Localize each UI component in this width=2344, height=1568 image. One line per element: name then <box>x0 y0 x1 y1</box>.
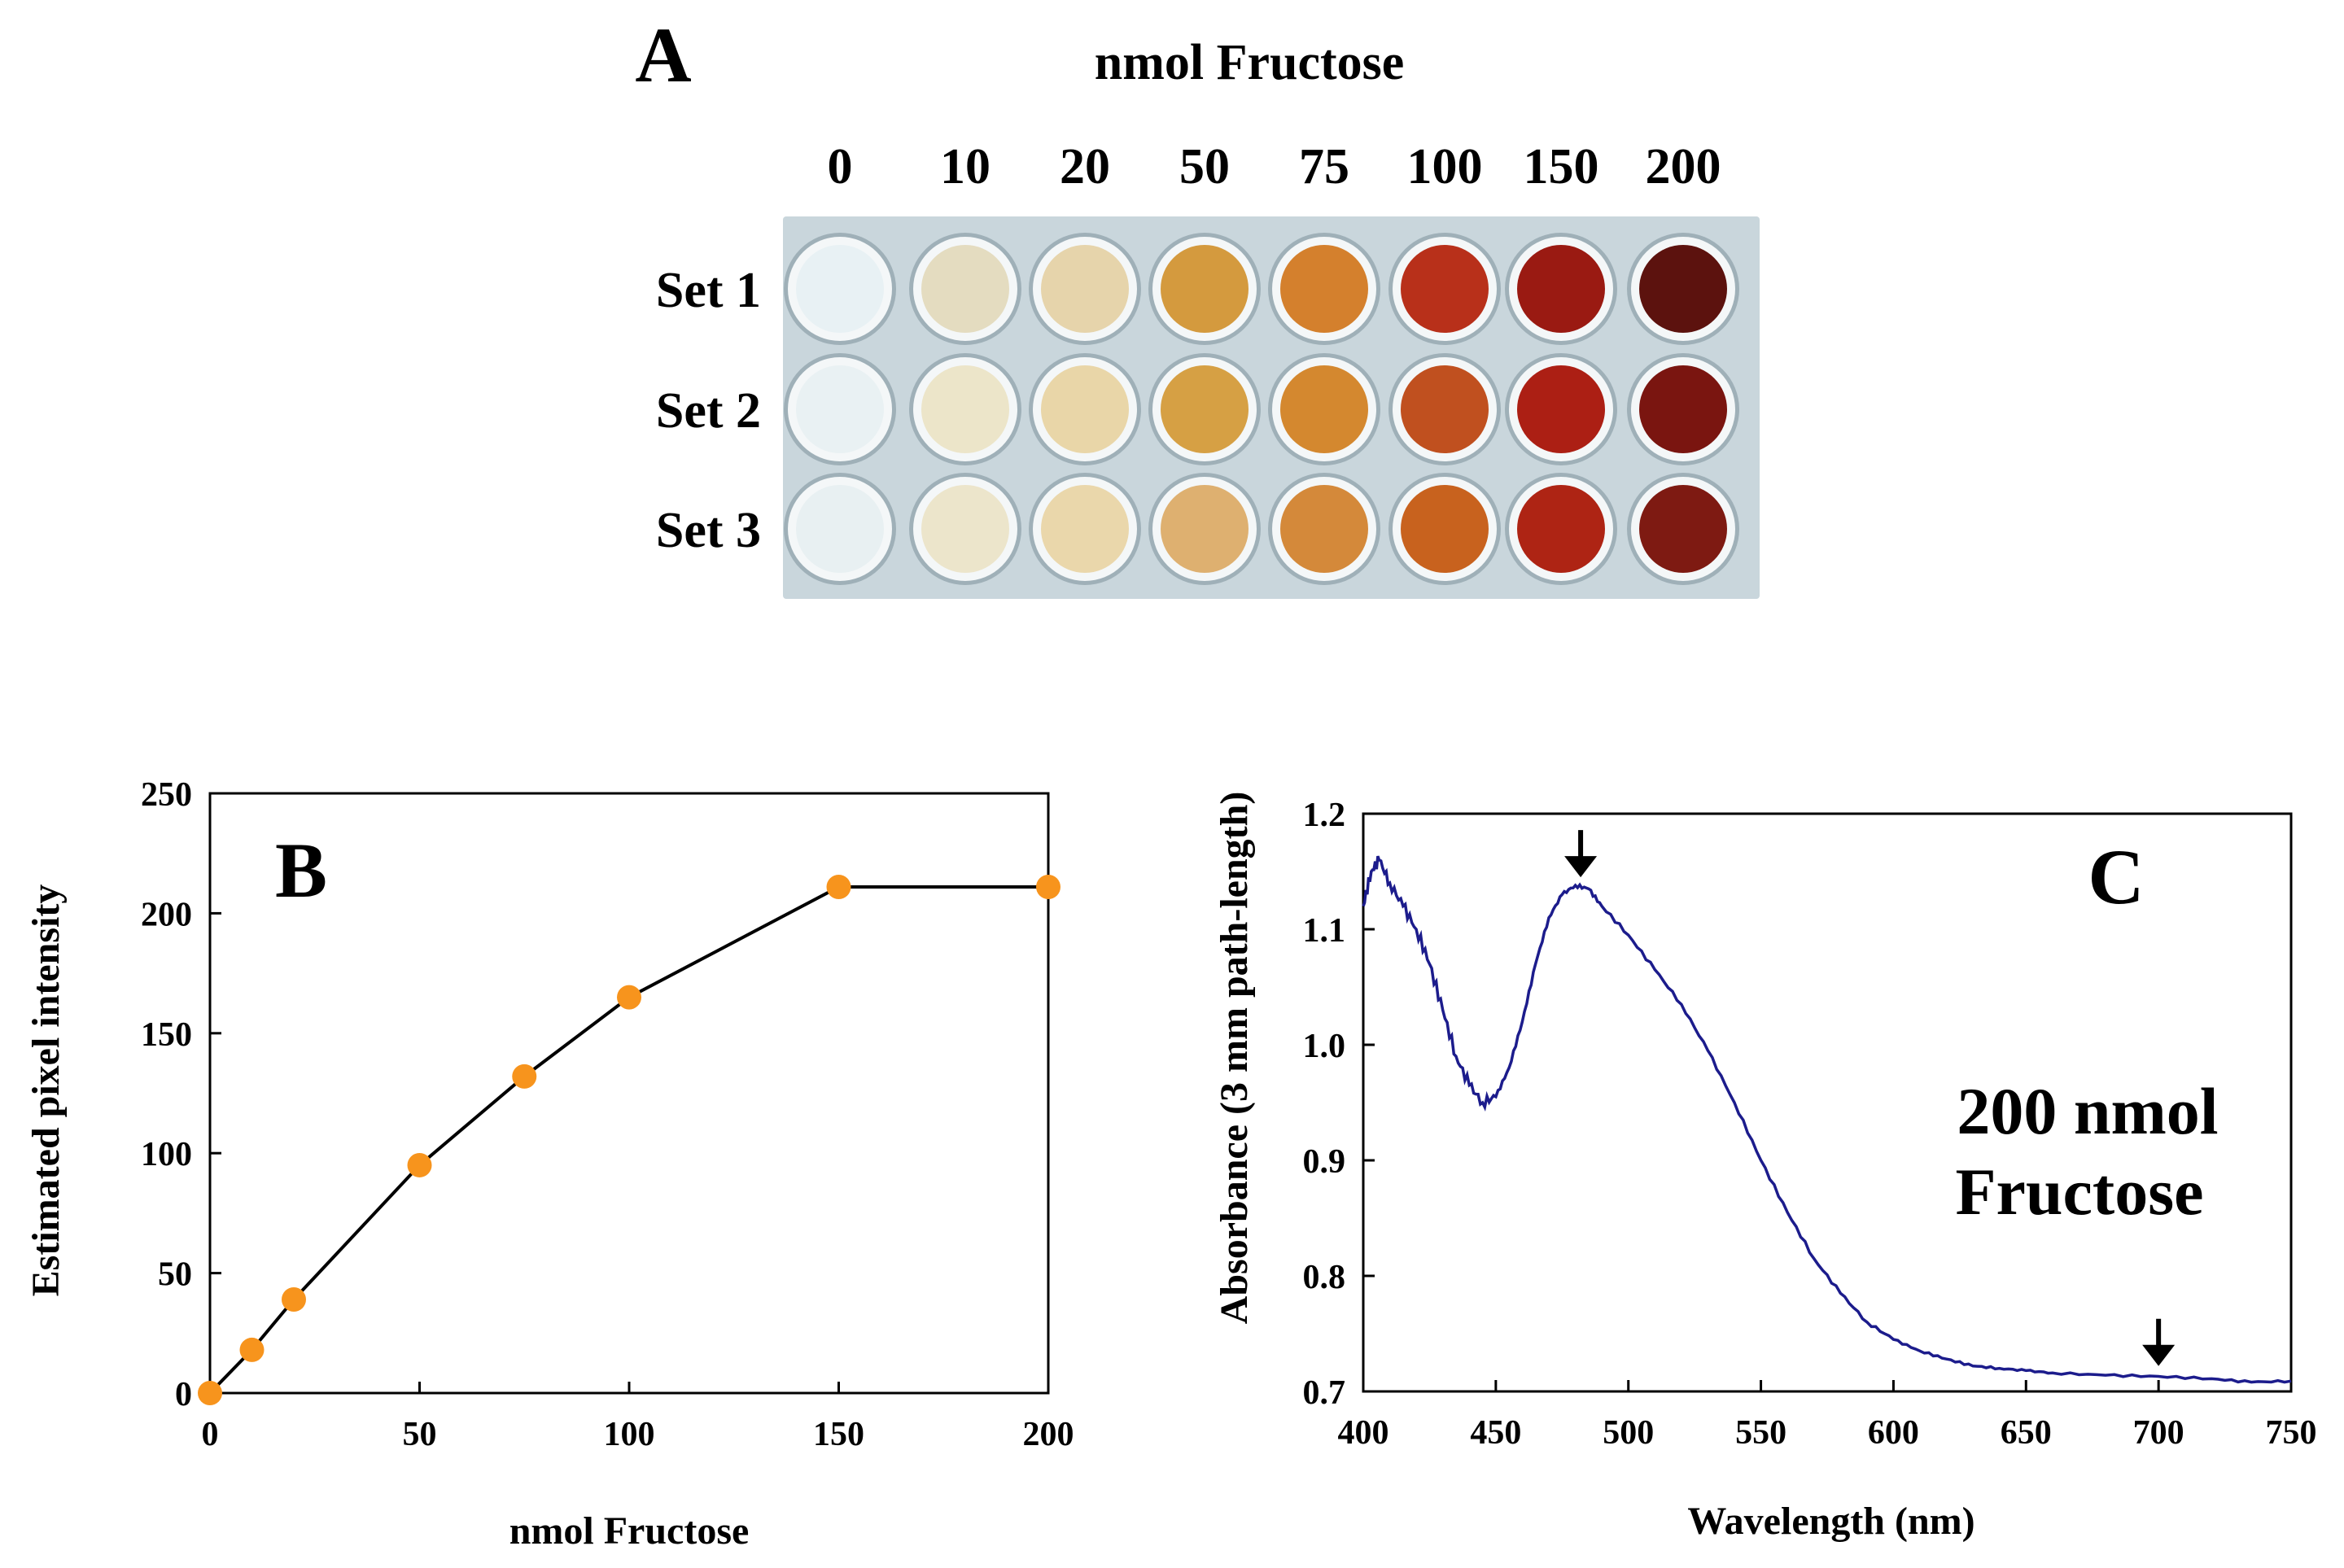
panel-b-points <box>198 874 1060 1405</box>
panel-c-plot-area <box>1362 812 2293 1393</box>
panel-b-ytick-label: 200 <box>141 896 192 933</box>
panel-a-title: nmol Fructose <box>1095 35 1405 90</box>
well <box>1041 365 1129 453</box>
plate-row-labels: Set 1 Set 2 Set 3 <box>656 263 761 558</box>
well <box>1280 365 1368 453</box>
panel-b-ytick-label: 100 <box>141 1136 192 1173</box>
panel-b-data-point <box>826 874 851 899</box>
panel-a: A nmol Fructose 0 10 20 50 75 100 150 200 Set 1… <box>635 11 1760 599</box>
panel-c-xtick-label: 650 <box>2001 1414 2052 1452</box>
panel-b-ylabel: Estimated pixel intensity <box>24 884 68 1297</box>
well <box>1280 245 1368 333</box>
well <box>1161 485 1249 573</box>
panel-c-xtick-label: 450 <box>1470 1414 1521 1452</box>
panel-c-ytick-label: 1.2 <box>1303 797 1346 834</box>
panel-b-data-point <box>617 985 641 1010</box>
well <box>921 365 1009 453</box>
panel-b-xtick-label: 50 <box>403 1416 437 1453</box>
panel-c-label-line1: 200 nmol <box>1957 1074 2218 1148</box>
plate-column-label: 75 <box>1299 139 1349 194</box>
panel-c-ytick-label: 1.1 <box>1303 912 1346 950</box>
plate-column-label: 150 <box>1524 139 1599 194</box>
panel-a-letter: A <box>635 11 691 98</box>
panel-c-letter: C <box>2088 833 2144 920</box>
panel-c-spectrum-line <box>1362 855 2292 1384</box>
panel-b-xtick-label: 200 <box>1023 1416 1074 1453</box>
plate-column-label: 20 <box>1060 139 1110 194</box>
well <box>1639 365 1727 453</box>
panel-c-arrow-head <box>1564 856 1598 878</box>
panel-c-xtick-label: 400 <box>1338 1414 1389 1452</box>
panel-b-ytick-label: 250 <box>141 776 192 814</box>
well <box>1639 245 1727 333</box>
panel-c-arrow-head <box>2142 1344 2176 1366</box>
panel-b-data-point <box>512 1064 537 1089</box>
panel-c-chart: 400 450 500 550 600 650 700 750 0.7 0.8 0.9 1.0 1.1 1… <box>1213 792 2317 1543</box>
panel-c-xtick-label: 550 <box>1735 1414 1786 1452</box>
panel-b-chart: 0 50 100 150 200 0 50 100 150 200 250 B nmol Fruct… <box>24 776 1074 1553</box>
panel-b-data-point <box>1036 874 1060 899</box>
well <box>1517 365 1605 453</box>
plate-column-label: 10 <box>940 139 991 194</box>
well <box>1517 245 1605 333</box>
panel-b-data-point <box>198 1381 222 1405</box>
panel-c-ytick-label: 0.8 <box>1303 1259 1346 1296</box>
plate-row-label: Set 1 <box>656 263 761 318</box>
well <box>1041 485 1129 573</box>
panel-b-letter: B <box>275 827 327 914</box>
plate-column-label: 0 <box>828 139 853 194</box>
panel-b-plot-area <box>208 792 1050 1395</box>
panel-c-ytick-label: 0.9 <box>1303 1143 1346 1181</box>
well <box>1280 485 1368 573</box>
plate-column-labels: 0 10 20 50 75 100 150 200 <box>828 139 1721 194</box>
plate-column-label: 50 <box>1179 139 1230 194</box>
panel-c-ytick-label: 1.0 <box>1303 1028 1346 1065</box>
panel-b-xtick-label: 100 <box>604 1416 655 1453</box>
panel-c-arrows <box>1564 830 2176 1366</box>
well <box>1639 485 1727 573</box>
panel-b-xlabel: nmol Fructose <box>509 1509 750 1553</box>
panel-c-xtick-label: 700 <box>2133 1414 2184 1452</box>
panel-c-xtick-label: 750 <box>2266 1414 2317 1452</box>
well <box>796 485 884 573</box>
panel-b-data-point <box>239 1337 265 1362</box>
panel-b-data-point <box>407 1152 432 1177</box>
panel-b-series-line <box>208 884 1048 1395</box>
panel-c-axis-ticks: 400 450 500 550 600 650 700 750 0.7 0.8 0.9 1.0 1.1 1… <box>1303 797 2317 1452</box>
well <box>1401 485 1489 573</box>
panel-b-ytick-label: 0 <box>175 1376 192 1413</box>
plate-wells <box>784 233 1739 585</box>
panel-c-ytick-label: 0.7 <box>1303 1374 1346 1412</box>
well <box>796 365 884 453</box>
plate-row-label: Set 3 <box>656 503 761 558</box>
panel-c-ylabel: Absorbance (3 mm path-length) <box>1213 792 1256 1325</box>
well <box>921 245 1009 333</box>
plate-row-label: Set 2 <box>656 383 761 439</box>
well <box>1161 245 1249 333</box>
panel-b-axis-ticks: 0 50 100 150 200 0 50 100 150 200 250 <box>141 776 1074 1453</box>
panel-b-xtick-label: 150 <box>813 1416 864 1453</box>
panel-b-ytick-label: 50 <box>158 1256 192 1294</box>
panel-c-xlabel: Wavelength (nm) <box>1687 1500 1974 1543</box>
panel-c-label-line2: Fructose <box>1955 1155 2203 1229</box>
plate-column-label: 200 <box>1646 139 1721 194</box>
panel-b-data-point <box>282 1287 306 1312</box>
panel-c-xtick-label: 600 <box>1868 1414 1919 1452</box>
well <box>1401 245 1489 333</box>
well <box>1401 365 1489 453</box>
well <box>1161 365 1249 453</box>
well <box>796 245 884 333</box>
plate-column-label: 100 <box>1407 139 1483 194</box>
well <box>1517 485 1605 573</box>
well <box>921 485 1009 573</box>
well <box>1041 245 1129 333</box>
panel-b-ytick-label: 150 <box>141 1016 192 1054</box>
panel-c-xtick-label: 500 <box>1603 1414 1654 1452</box>
panel-b-xtick-label: 0 <box>202 1416 219 1453</box>
